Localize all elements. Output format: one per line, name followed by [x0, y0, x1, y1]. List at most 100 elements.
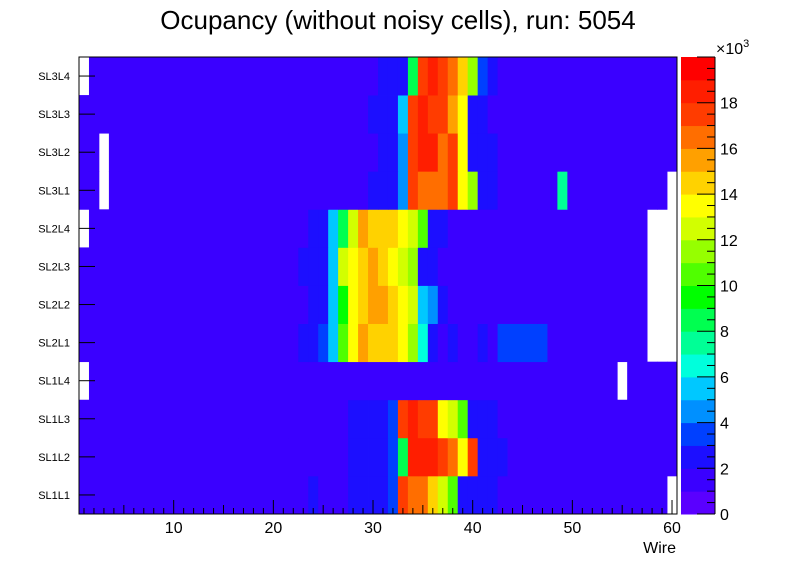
heatmap-cell: [208, 209, 219, 248]
heatmap-cell: [328, 361, 339, 401]
heatmap-cell: [667, 437, 678, 477]
heatmap-cell: [417, 209, 429, 248]
heatmap-cell: [507, 361, 518, 401]
heatmap-cell: [507, 399, 518, 439]
heatmap-cell: [288, 95, 299, 134]
heatmap-cell: [188, 247, 199, 286]
heatmap-cell: [577, 285, 588, 324]
heatmap-cell: [547, 171, 558, 210]
heatmap-cell: [148, 95, 160, 134]
heatmap-cell: [547, 437, 558, 477]
heatmap-cell: [517, 285, 528, 324]
heatmap-cell: [507, 323, 518, 363]
heatmap-cell: [318, 171, 329, 210]
heatmap-cell: [537, 475, 548, 515]
heatmap-cell: [597, 133, 608, 172]
heatmap-cell: [308, 209, 319, 248]
heatmap-cell: [467, 247, 479, 286]
heatmap-cell: [108, 133, 120, 172]
heatmap-cell: [198, 437, 209, 477]
heatmap-cell: [447, 475, 459, 515]
heatmap-cell: [328, 247, 339, 286]
heatmap-cell: [557, 133, 568, 172]
heatmap-cell: [238, 133, 249, 172]
heatmap-cell: [627, 475, 638, 515]
heatmap-cell: [647, 475, 658, 515]
heatmap-cell: [298, 285, 309, 324]
heatmap-cell: [547, 399, 558, 439]
heatmap-cell: [368, 323, 379, 363]
heatmap-cell: [138, 437, 150, 477]
heatmap-cell: [258, 95, 269, 134]
heatmap-cell: [457, 399, 469, 439]
heatmap-cell: [537, 361, 548, 401]
heatmap-cell: [238, 285, 249, 324]
heatmap-cell: [457, 95, 469, 134]
heatmap-cell: [477, 323, 489, 363]
heatmap-cell: [368, 133, 379, 172]
heatmap-cell: [358, 361, 369, 401]
heatmap-cell: [168, 247, 180, 286]
heatmap-cell: [228, 285, 239, 324]
heatmap-cell: [358, 171, 369, 210]
heatmap-cell: [298, 361, 309, 401]
heatmap-cell: [198, 171, 209, 210]
heatmap-cell: [537, 57, 548, 96]
heatmap-cell: [348, 133, 359, 172]
heatmap-cell: [487, 171, 498, 210]
heatmap-cell: [497, 171, 508, 210]
heatmap-cell: [378, 247, 389, 286]
heatmap-cell: [118, 323, 130, 363]
heatmap-cell: [657, 437, 668, 477]
heatmap-cell: [517, 209, 528, 248]
heatmap-cell: [547, 57, 558, 96]
heatmap-cell: [447, 171, 459, 210]
heatmap-cell: [368, 171, 379, 210]
heatmap-cell: [208, 285, 219, 324]
heatmap-cell: [657, 95, 668, 134]
heatmap-cell: [358, 437, 369, 477]
heatmap-cell: [358, 323, 369, 363]
heatmap-cell: [467, 323, 479, 363]
heatmap-cell: [228, 171, 239, 210]
heatmap-cell: [587, 209, 598, 248]
heatmap-cell: [507, 209, 518, 248]
y-tick-label: SL3L4: [38, 71, 70, 83]
heatmap-cell: [567, 209, 578, 248]
heatmap-cell: [228, 323, 239, 363]
heatmap-cell: [338, 285, 349, 324]
heatmap-cell: [647, 95, 658, 134]
heatmap-cell: [118, 437, 130, 477]
heatmap-cell: [178, 95, 190, 134]
z-tick-label: 8: [720, 324, 729, 341]
heatmap-cell: [228, 209, 239, 248]
heatmap-cell: [188, 323, 199, 363]
heatmap-cell: [118, 399, 130, 439]
heatmap-cell: [587, 171, 598, 210]
heatmap-cell: [497, 399, 508, 439]
heatmap-cell: [238, 399, 249, 439]
heatmap-cell: [198, 57, 209, 96]
heatmap-cell: [148, 285, 160, 324]
heatmap-cell: [517, 57, 528, 96]
heatmap-cell: [417, 57, 429, 96]
heatmap-cell: [178, 285, 190, 324]
heatmap-cell: [407, 361, 419, 401]
heatmap-cell: [218, 285, 229, 324]
heatmap-cell: [178, 399, 190, 439]
heatmap-cell: [198, 95, 209, 134]
heatmap-cell: [278, 475, 289, 515]
heatmap-cell: [417, 247, 429, 286]
heatmap-cell: [467, 209, 479, 248]
heatmap-cell: [198, 399, 209, 439]
heatmap-cell: [118, 133, 130, 172]
heatmap-cell: [637, 95, 648, 134]
heatmap-cell: [158, 323, 170, 363]
color-scale-step: [681, 285, 715, 309]
heatmap-cell: [527, 133, 538, 172]
heatmap-cell: [198, 285, 209, 324]
heatmap-cell: [437, 95, 449, 134]
heatmap-cell: [168, 171, 180, 210]
heatmap-cell: [248, 209, 259, 248]
heatmap-cell: [218, 209, 229, 248]
